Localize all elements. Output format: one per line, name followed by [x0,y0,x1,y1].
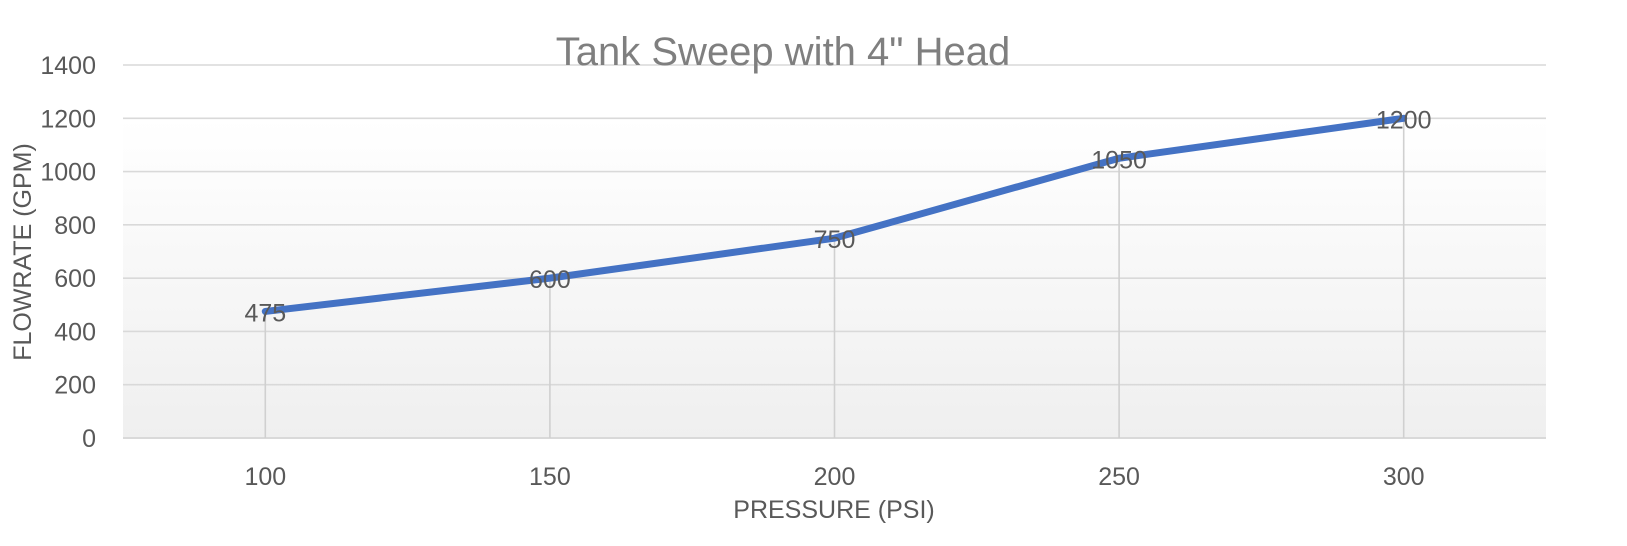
y-tick-label: 400 [54,318,96,346]
drop-lines [264,118,1405,438]
y-tick-label: 200 [54,372,96,400]
x-axis-ticks: 100 150 200 250 300 [244,463,1424,491]
x-axis-title: PRESSURE (PSI) [733,496,934,524]
data-label: 600 [529,266,571,294]
y-tick-label: 1000 [40,159,96,187]
y-axis-title: FLOWRATE (GPM) [9,143,37,361]
x-tick-label: 250 [1098,463,1140,491]
y-axis-ticks: 0 200 400 600 800 1000 1200 1400 [40,52,96,453]
y-tick-label: 1200 [40,105,96,133]
data-labels: 475 600 750 1050 1200 [244,106,1431,327]
y-tick-label: 1400 [40,52,96,80]
x-tick-label: 150 [529,463,571,491]
y-tick-label: 600 [54,265,96,293]
data-label: 750 [814,226,856,254]
data-label: 1050 [1091,146,1147,174]
x-tick-label: 300 [1383,463,1425,491]
data-label: 1200 [1376,106,1432,134]
data-label: 475 [244,299,286,327]
chart-title: Tank Sweep with 4" Head [556,30,1010,74]
x-tick-label: 200 [814,463,856,491]
x-tick-label: 100 [244,463,286,491]
flowrate-series-line [261,114,1408,315]
y-tick-label: 800 [54,212,96,240]
y-tick-label: 0 [82,425,96,453]
